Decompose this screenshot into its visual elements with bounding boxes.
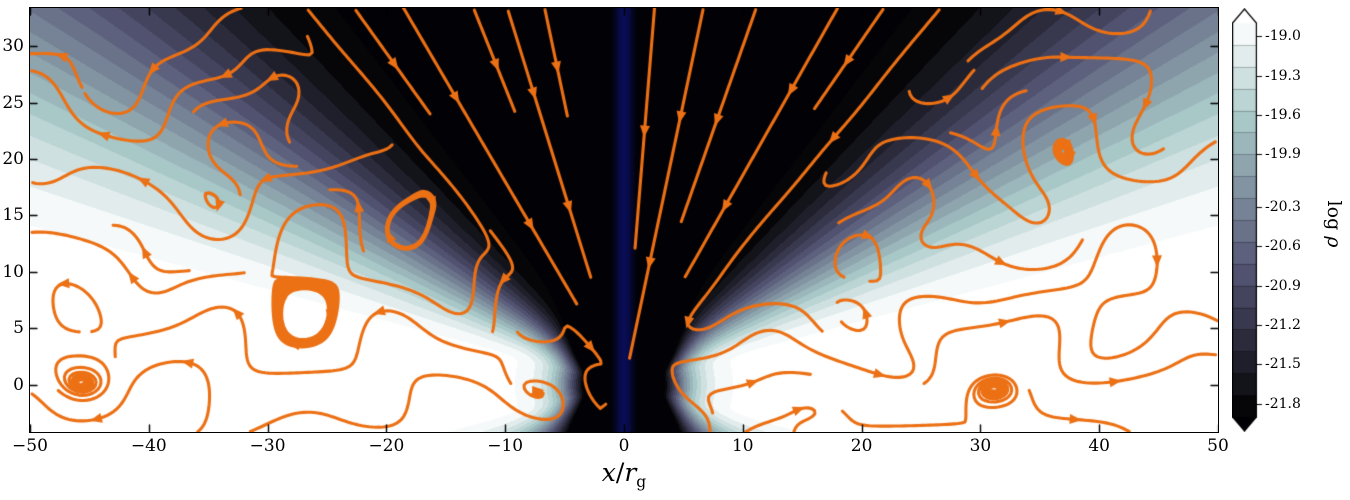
y-tick-label: 5 [13,318,24,339]
x-axis-label-denominator: r [624,458,637,487]
colorbar-tick-label: -20.3 [1265,198,1301,215]
y-tick-label: 25 [2,92,24,113]
colorbar-tick-label: -20.9 [1265,277,1301,294]
x-tick-label: 50 [1207,436,1229,456]
y-tick-label: 15 [2,205,24,226]
x-axis-label-subscript: g [636,473,647,491]
colorbar-tick-label: -19.9 [1265,146,1301,163]
x-tick-label: −50 [12,436,48,456]
y-tick-label: 0 [13,374,24,395]
density-streamline-plot [30,8,1218,432]
y-tick-label: 20 [2,149,24,170]
colorbar-tick-label: -19.6 [1265,106,1301,123]
colorbar-tick-label: -21.8 [1265,395,1301,412]
x-tick-label: 30 [969,436,992,456]
x-tick-label: −10 [487,436,524,456]
colorbar-tick-label: -21.2 [1265,317,1301,334]
x-tick-label: −20 [368,436,405,456]
x-tick-label: −30 [249,436,286,456]
x-tick-label: 40 [1088,436,1110,456]
y-tick-label: 30 [2,36,24,57]
colorbar-label-text: log [1323,200,1345,231]
colorbar-label-symbol: ρ [1323,236,1345,248]
colorbar-gradient [1232,8,1266,432]
plot-frame [29,7,1219,433]
x-tick-label: 0 [618,436,630,456]
colorbar-tick-label: -20.6 [1265,238,1301,255]
x-axis-label-numerator: x [601,458,616,487]
y-tick-label: 10 [2,261,24,282]
x-tick-label: −40 [130,436,167,456]
x-tick-label: 10 [731,436,754,456]
x-tick-label: 20 [850,436,873,456]
colorbar-tick-label: -19.3 [1265,67,1301,84]
colorbar-tick-label: -21.5 [1265,356,1301,373]
colorbar [1232,8,1266,432]
x-axis-label: x/rg [554,458,694,491]
colorbar-tick-label: -19.0 [1265,28,1301,45]
x-axis-label-slash: / [615,458,625,487]
